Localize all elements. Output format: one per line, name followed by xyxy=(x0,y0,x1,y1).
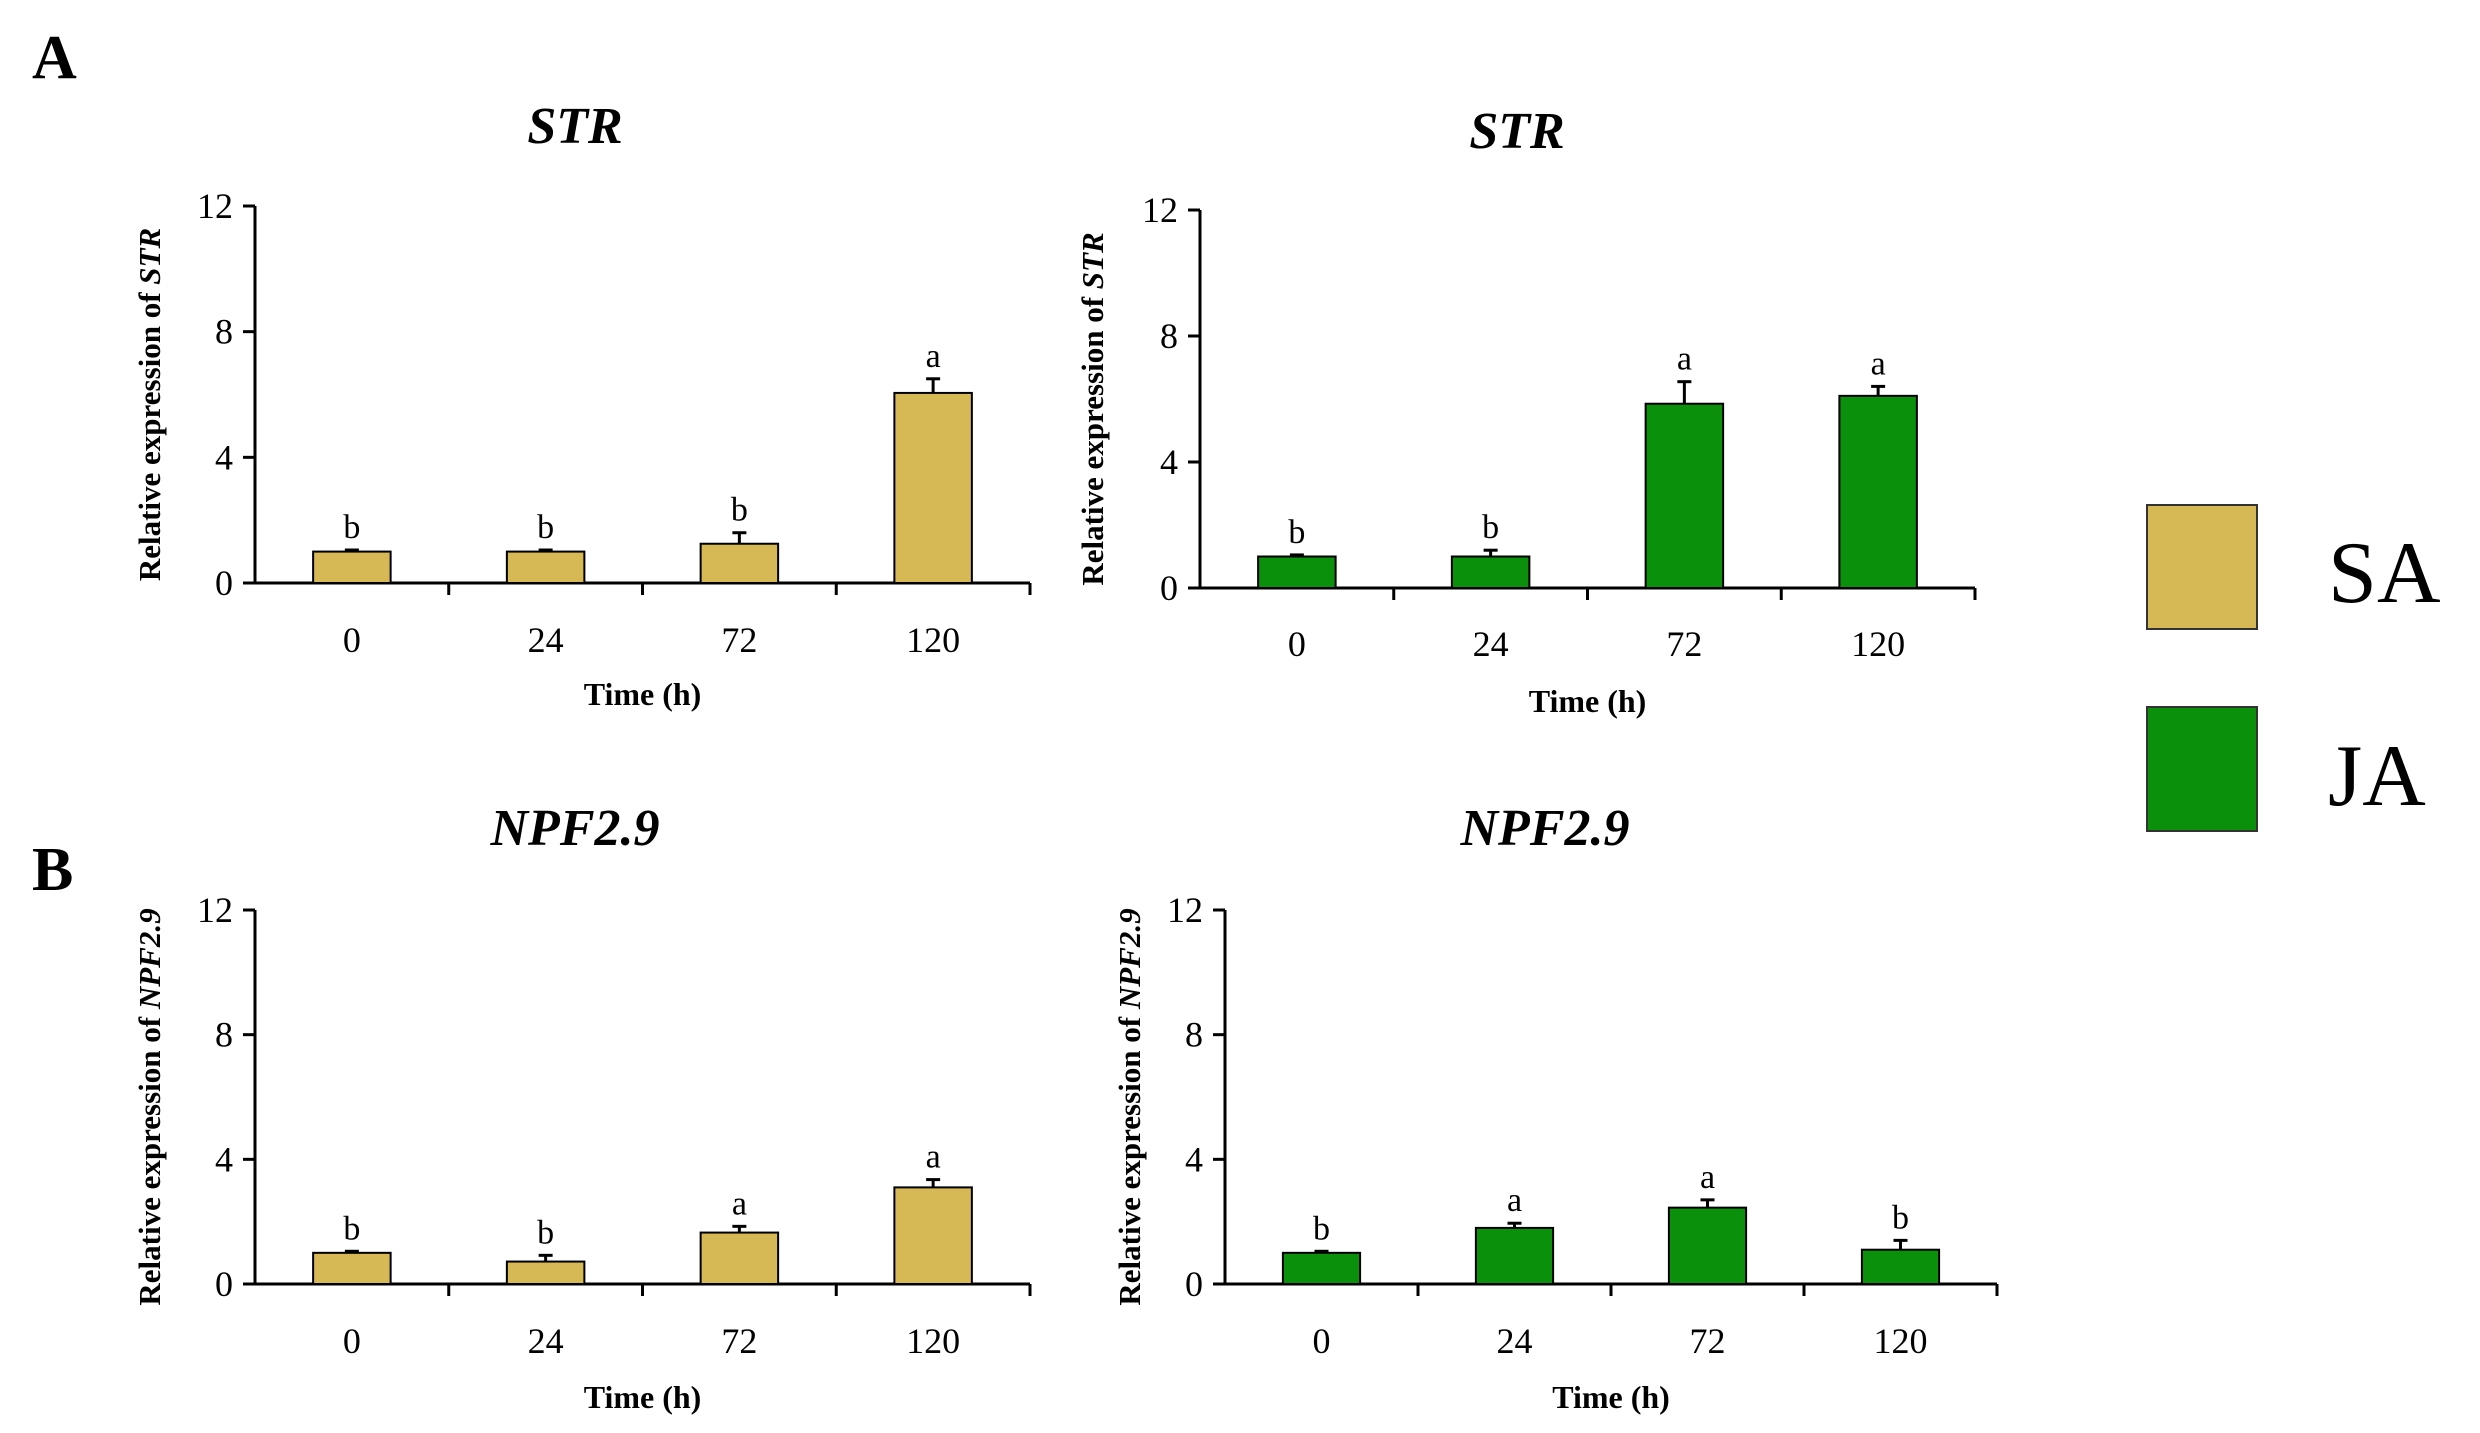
significance-label: b xyxy=(343,1210,360,1247)
x-tick-label: 0 xyxy=(343,1321,361,1361)
significance-label: b xyxy=(343,509,360,546)
x-tick-label: 0 xyxy=(1313,1321,1331,1361)
significance-label: a xyxy=(1507,1182,1522,1219)
legend-swatch xyxy=(2146,706,2258,832)
bar-0 xyxy=(312,550,392,584)
y-tick-label: 8 xyxy=(1160,316,1178,356)
y-tick-label: 4 xyxy=(1185,1139,1203,1179)
x-tick-label: 0 xyxy=(343,620,361,660)
legend-label: SA xyxy=(2328,525,2441,622)
y-tick-label: 0 xyxy=(1160,568,1178,608)
significance-label: a xyxy=(732,1185,747,1222)
significance-label: b xyxy=(1313,1210,1330,1247)
x-axis-label: Time (h) xyxy=(1529,683,1647,719)
significance-label: a xyxy=(926,1139,941,1176)
bar-24 xyxy=(1474,1226,1555,1286)
bar-24 xyxy=(505,1260,586,1286)
x-axis-label: Time (h) xyxy=(584,676,702,712)
x-tick-label: 72 xyxy=(1690,1321,1726,1361)
y-tick-label: 8 xyxy=(1185,1015,1203,1055)
y-axis-label: Relative expression of NPF2.9 xyxy=(1112,908,1147,1305)
significance-label: b xyxy=(1892,1199,1909,1236)
x-tick-label: 120 xyxy=(906,1321,960,1361)
chart-a-sa: STR 0 4 8 12 b 0 b 24 b 72 a 120 Time (h) Relative exp… xyxy=(132,98,1032,712)
x-tick-label: 120 xyxy=(906,620,960,660)
y-tick-label: 12 xyxy=(1167,890,1203,930)
significance-label: b xyxy=(731,492,748,529)
legend-item-sa: SA xyxy=(2146,504,2441,630)
y-tick-label: 0 xyxy=(215,1264,233,1304)
y-axis-label: Relative expression of STR xyxy=(132,228,167,581)
bar-24 xyxy=(1450,555,1531,589)
x-tick-label: 24 xyxy=(1497,1321,1533,1361)
bar-120 xyxy=(1860,1248,1941,1286)
bar-72 xyxy=(1667,1206,1748,1286)
y-tick-label: 8 xyxy=(215,312,233,352)
x-tick-label: 72 xyxy=(1666,624,1702,664)
chart-b-ja: NPF2.9 0 4 8 12 b 0 a 24 a 72 b 120 Time (h) Relative … xyxy=(1112,800,1999,1415)
y-tick-label: 0 xyxy=(215,563,233,603)
bar-120 xyxy=(893,1186,973,1285)
x-tick-label: 72 xyxy=(721,620,757,660)
x-tick-label: 24 xyxy=(528,1321,564,1361)
legend-swatch xyxy=(2146,504,2258,630)
y-axis-label: Relative expression of STR xyxy=(1075,232,1110,585)
chart-b-sa: NPF2.9 0 4 8 12 b 0 b 24 a 72 a 120 Time (h) Relative … xyxy=(132,800,1032,1415)
x-tick-label: 120 xyxy=(1851,624,1905,664)
bar-120 xyxy=(1838,394,1918,589)
legend-label: JA xyxy=(2328,728,2426,825)
y-tick-label: 12 xyxy=(1142,190,1178,230)
y-axis-label: Relative expression of NPF2.9 xyxy=(132,908,167,1305)
x-tick-label: 72 xyxy=(721,1321,757,1361)
y-tick-label: 12 xyxy=(197,186,233,226)
x-tick-label: 24 xyxy=(1473,624,1509,664)
panel-letter-a: A xyxy=(32,24,77,92)
significance-label: a xyxy=(1871,345,1886,382)
y-tick-label: 4 xyxy=(215,1139,233,1179)
significance-label: b xyxy=(537,1214,554,1251)
bar-72 xyxy=(1644,402,1725,589)
y-tick-label: 0 xyxy=(1185,1264,1203,1304)
bar-0 xyxy=(312,1251,392,1286)
bar-0 xyxy=(1257,555,1337,589)
y-tick-label: 8 xyxy=(215,1015,233,1055)
x-axis-label: Time (h) xyxy=(1552,1379,1670,1415)
bar-24 xyxy=(505,550,586,584)
x-axis-label: Time (h) xyxy=(584,1379,702,1415)
significance-label: b xyxy=(537,509,554,546)
significance-label: a xyxy=(1677,341,1692,378)
x-tick-label: 24 xyxy=(528,620,564,660)
bar-0 xyxy=(1281,1251,1362,1286)
bar-120 xyxy=(893,391,973,584)
chart-title: STR xyxy=(527,98,622,155)
x-tick-label: 0 xyxy=(1288,624,1306,664)
chart-a-ja: STR 0 4 8 12 b 0 b 24 a 72 a 120 Time (h) Relative exp… xyxy=(1075,103,1977,719)
bar-72 xyxy=(699,542,780,585)
y-tick-label: 12 xyxy=(197,890,233,930)
significance-label: b xyxy=(1288,514,1305,551)
chart-title: NPF2.9 xyxy=(1460,800,1630,857)
chart-title: STR xyxy=(1469,103,1564,160)
panel-letter-b: B xyxy=(32,836,73,904)
x-tick-label: 120 xyxy=(1874,1321,1928,1361)
chart-title: NPF2.9 xyxy=(490,800,660,857)
bar-72 xyxy=(699,1231,780,1285)
y-tick-label: 4 xyxy=(215,437,233,477)
legend-item-ja: JA xyxy=(2146,706,2426,832)
y-tick-label: 4 xyxy=(1160,442,1178,482)
significance-label: a xyxy=(1700,1159,1715,1196)
significance-label: a xyxy=(926,338,941,375)
significance-label: b xyxy=(1482,509,1499,546)
legend: SA JA xyxy=(2146,504,2441,832)
